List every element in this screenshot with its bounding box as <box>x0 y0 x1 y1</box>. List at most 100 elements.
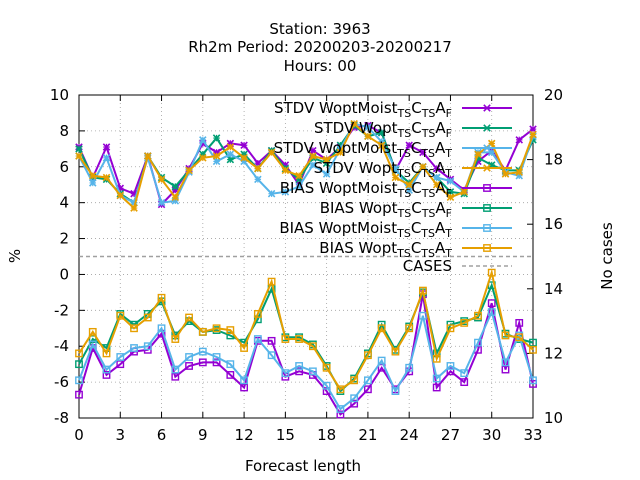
x-tick-label: 6 <box>157 426 167 444</box>
data-point <box>102 173 111 182</box>
data-point <box>391 387 400 395</box>
data-point <box>515 136 524 144</box>
data-point <box>364 385 372 394</box>
data-point <box>198 358 207 367</box>
data-point <box>143 342 152 351</box>
y2-tick-label: 16 <box>544 215 563 233</box>
data-point <box>501 358 510 367</box>
title-line-2: Rh2m Period: 20200203-20200217 <box>188 38 452 56</box>
data-point <box>487 268 496 277</box>
data-point <box>432 383 441 392</box>
data-point <box>240 383 248 392</box>
y2-axis-label: No cases <box>598 222 616 290</box>
data-point <box>212 353 221 361</box>
data-point <box>226 143 235 151</box>
data-point <box>295 362 304 370</box>
x-tick-label: 15 <box>276 426 295 444</box>
data-point <box>529 130 537 139</box>
data-point <box>144 152 152 160</box>
series-4 <box>75 119 537 212</box>
x-tick-label: 12 <box>235 426 254 444</box>
data-point <box>377 141 386 150</box>
data-point <box>432 354 441 363</box>
data-point <box>322 155 331 164</box>
data-point <box>267 277 276 286</box>
data-point <box>432 173 441 182</box>
data-point <box>460 378 469 387</box>
legend-label-cases: CASES <box>403 257 452 275</box>
data-point <box>226 326 235 334</box>
data-point <box>432 374 441 383</box>
data-point <box>419 311 427 320</box>
data-point <box>185 362 193 370</box>
data-point <box>405 324 414 333</box>
data-point <box>460 369 469 378</box>
series-layer <box>75 119 537 419</box>
y-tick-label: -8 <box>54 409 69 427</box>
legend-label: BIAS WoptMoistTSCTSAT <box>279 219 452 240</box>
data-point <box>432 164 441 173</box>
data-point <box>419 163 427 171</box>
legend-label: BIAS WoptMoistTSCTSAF <box>280 179 452 200</box>
data-point <box>281 369 290 378</box>
data-point <box>405 141 413 150</box>
axes: 0 3 6 9 12 15 18 21 24 27 30 33-8-6-4-2024681010121… <box>50 86 563 444</box>
data-point <box>116 191 125 200</box>
data-point <box>88 340 97 349</box>
data-point <box>130 204 138 212</box>
data-point <box>226 150 235 158</box>
data-point <box>487 299 496 308</box>
data-point <box>391 347 400 356</box>
y-tick-label: -4 <box>54 337 69 355</box>
series-line <box>78 294 534 416</box>
data-point <box>226 371 235 379</box>
data-point <box>501 170 510 178</box>
y2-tick-label: 20 <box>544 86 563 104</box>
data-point <box>377 324 386 333</box>
data-point <box>364 376 372 385</box>
legend-marker <box>483 144 491 152</box>
data-point <box>130 324 138 333</box>
data-point <box>350 394 359 403</box>
legend-marker <box>483 184 491 192</box>
series-8 <box>75 268 537 394</box>
data-point <box>487 308 496 317</box>
data-point <box>446 193 455 202</box>
data-point <box>240 154 248 162</box>
data-point <box>226 360 235 369</box>
data-point <box>405 363 414 372</box>
x-tick-label: 3 <box>115 426 125 444</box>
data-point <box>157 175 166 184</box>
data-point <box>432 180 441 189</box>
data-point <box>267 351 276 360</box>
data-point <box>309 152 317 160</box>
y2-tick-label: 18 <box>544 151 563 169</box>
data-point <box>322 170 331 178</box>
y-tick-label: -2 <box>54 301 69 319</box>
data-point <box>267 148 276 157</box>
y2-tick-label: 10 <box>544 409 563 427</box>
y-tick-label: 0 <box>59 265 69 283</box>
data-point <box>199 136 207 144</box>
data-point <box>350 399 359 408</box>
data-point <box>185 166 193 175</box>
legend-marker <box>483 164 491 172</box>
data-point <box>75 376 83 385</box>
data-point <box>391 173 400 182</box>
data-point <box>75 349 83 358</box>
legend-label: STDV WoptMoistTSCTSAF <box>274 99 452 120</box>
data-point <box>198 327 207 336</box>
y-tick-label: 2 <box>59 230 69 248</box>
data-point <box>171 372 180 381</box>
data-point <box>171 193 180 202</box>
data-point <box>529 345 537 354</box>
y2-tick-label: 12 <box>544 344 563 362</box>
data-point <box>102 371 111 379</box>
data-point <box>281 188 290 196</box>
data-point <box>515 318 524 327</box>
data-point <box>75 360 83 369</box>
legend-label: BIAS WoptTSCTSAF <box>320 199 452 220</box>
x-tick-label: 0 <box>74 426 84 444</box>
data-point <box>157 198 166 207</box>
